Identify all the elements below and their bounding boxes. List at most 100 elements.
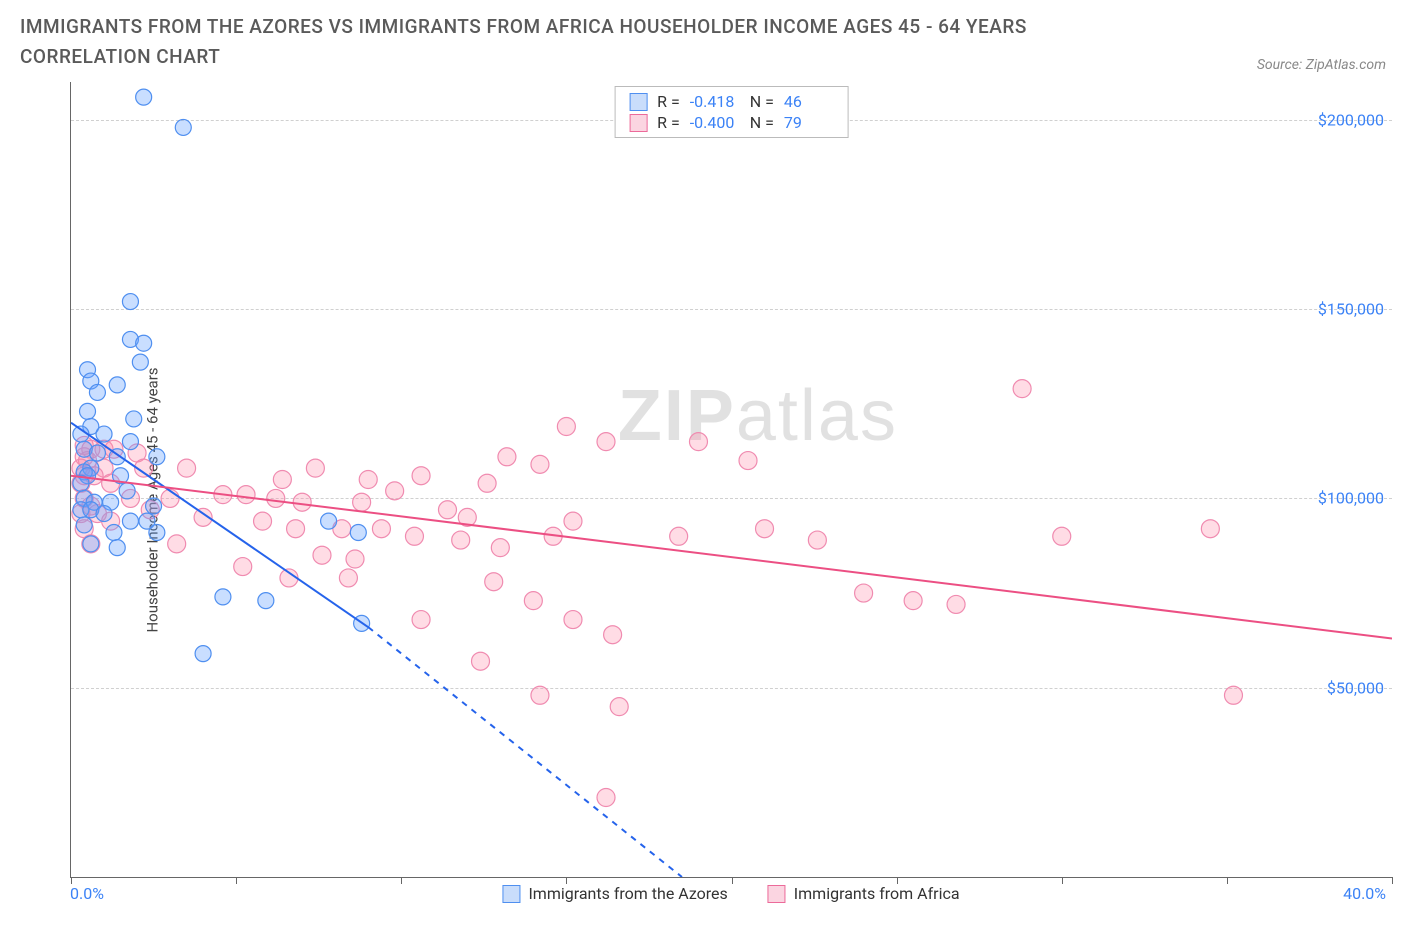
data-point <box>855 584 873 602</box>
data-point <box>452 531 470 549</box>
data-point <box>412 467 430 485</box>
data-point <box>472 652 490 670</box>
data-point <box>106 525 122 541</box>
stats-row-azores: R = -0.418 N = 46 <box>629 91 834 112</box>
x-tick <box>401 877 402 884</box>
data-point <box>1013 380 1031 398</box>
x-tick <box>236 877 237 884</box>
data-point <box>175 119 191 135</box>
data-point <box>1053 527 1071 545</box>
data-point <box>491 539 509 557</box>
data-point <box>524 592 542 610</box>
data-point <box>96 506 112 522</box>
data-point <box>83 536 99 552</box>
data-point <box>119 483 135 499</box>
x-tick <box>566 877 567 884</box>
data-point <box>293 493 311 511</box>
bottom-legend: Immigrants from the Azores Immigrants fr… <box>502 884 959 903</box>
source-label: Source: ZipAtlas.com <box>1257 57 1386 73</box>
data-point <box>215 589 231 605</box>
swatch-africa-icon <box>768 885 786 903</box>
data-point <box>1224 686 1242 704</box>
data-point <box>136 335 152 351</box>
data-point <box>412 611 430 629</box>
data-point <box>161 489 179 507</box>
x-tick <box>1062 877 1063 884</box>
data-point <box>132 354 148 370</box>
data-point <box>359 471 377 489</box>
chart-container: Householder Income Ages 45 - 64 years ZI… <box>20 82 1392 918</box>
data-point <box>531 455 549 473</box>
data-point <box>597 789 615 807</box>
data-point <box>267 489 285 507</box>
data-point <box>122 434 138 450</box>
data-point <box>109 377 125 393</box>
trend-line <box>71 476 1392 639</box>
legend-item-africa: Immigrants from Africa <box>768 884 960 903</box>
legend-item-azores: Immigrants from the Azores <box>502 884 727 903</box>
data-point <box>126 411 142 427</box>
swatch-azores-icon <box>502 885 520 903</box>
data-point <box>604 626 622 644</box>
data-point <box>372 520 390 538</box>
data-point <box>531 686 549 704</box>
data-point <box>80 403 96 419</box>
data-point <box>339 569 357 587</box>
x-tick <box>1392 877 1393 884</box>
data-point <box>136 89 152 105</box>
data-point <box>89 384 105 400</box>
data-point <box>947 595 965 613</box>
data-point <box>597 433 615 451</box>
data-point <box>904 592 922 610</box>
data-point <box>178 459 196 477</box>
data-point <box>438 501 456 519</box>
data-point <box>564 512 582 530</box>
data-point <box>195 646 211 662</box>
data-point <box>287 520 305 538</box>
correlation-stats-box: R = -0.418 N = 46 R = -0.400 N = 79 <box>614 86 849 138</box>
data-point <box>386 482 404 500</box>
trend-line-extrapolated <box>368 627 682 877</box>
legend-label-azores: Immigrants from the Azores <box>528 884 727 903</box>
x-axis-labels: 0.0% Immigrants from the Azores Immigran… <box>70 884 1392 908</box>
data-point <box>756 520 774 538</box>
data-point <box>557 418 575 436</box>
data-point <box>313 546 331 564</box>
legend-label-africa: Immigrants from Africa <box>794 884 960 903</box>
data-point <box>149 449 165 465</box>
x-tick <box>732 877 733 884</box>
data-point <box>96 426 112 442</box>
swatch-africa-icon <box>629 114 647 132</box>
stats-row-africa: R = -0.400 N = 79 <box>629 112 834 133</box>
data-point <box>689 433 707 451</box>
data-point <box>258 593 274 609</box>
data-point <box>89 445 105 461</box>
data-point <box>739 452 757 470</box>
data-point <box>564 611 582 629</box>
data-point <box>346 550 364 568</box>
data-point <box>485 573 503 591</box>
data-point <box>168 535 186 553</box>
data-point <box>149 525 165 541</box>
data-point <box>109 540 125 556</box>
data-point <box>146 498 162 514</box>
data-point <box>350 525 366 541</box>
data-point <box>321 513 337 529</box>
data-point <box>353 493 371 511</box>
data-point <box>405 527 423 545</box>
chart-title: IMMIGRANTS FROM THE AZORES VS IMMIGRANTS… <box>20 12 1120 73</box>
data-point <box>478 474 496 492</box>
data-point <box>76 517 92 533</box>
x-tick <box>897 877 898 884</box>
data-point <box>237 486 255 504</box>
data-point <box>122 513 138 529</box>
data-point <box>670 527 688 545</box>
x-max-label: 40.0% <box>1343 884 1386 903</box>
data-point <box>273 471 291 489</box>
data-point <box>808 531 826 549</box>
x-tick <box>71 877 72 884</box>
data-point <box>610 698 628 716</box>
data-point <box>122 294 138 310</box>
swatch-azores-icon <box>629 93 647 111</box>
data-point <box>1201 520 1219 538</box>
